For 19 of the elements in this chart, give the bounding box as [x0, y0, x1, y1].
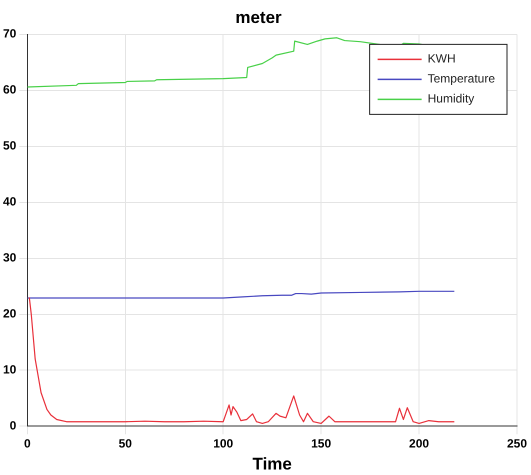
y-tick-label: 10: [2, 362, 17, 377]
y-tick-label: 0: [10, 418, 17, 433]
x-tick-label: 150: [311, 436, 332, 451]
x-tick-label: 50: [118, 436, 132, 451]
legend-label: Temperature: [428, 72, 496, 86]
x-tick-label: 200: [409, 436, 430, 451]
legend-label: KWH: [428, 52, 456, 66]
y-tick-label: 60: [2, 82, 17, 97]
x-tick-label: 0: [24, 436, 32, 451]
x-tick-label: 250: [506, 436, 528, 451]
y-tick-label: 50: [2, 138, 17, 153]
chart-title: meter: [235, 8, 282, 27]
y-tick-label: 20: [2, 306, 17, 321]
x-axis-title: Time: [252, 454, 292, 474]
legend-label: Humidity: [428, 92, 474, 106]
y-tick-label: 40: [2, 194, 17, 209]
y-tick-label: 70: [2, 26, 17, 41]
y-tick-label: 30: [2, 250, 17, 265]
x-tick-label: 100: [213, 436, 234, 451]
